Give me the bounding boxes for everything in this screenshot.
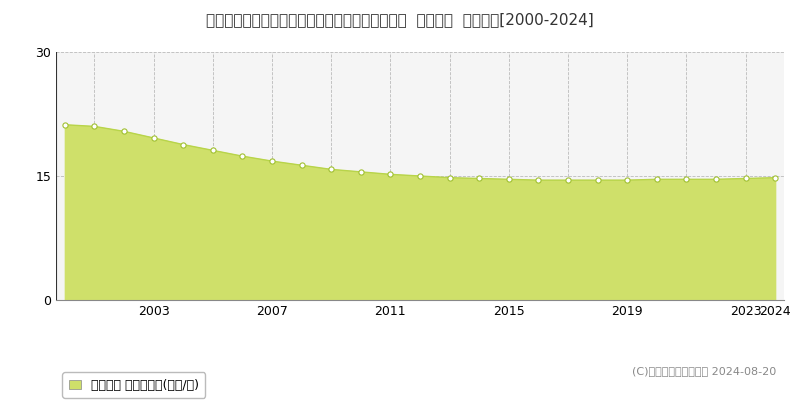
- Point: [680, 176, 693, 182]
- Point: [650, 176, 663, 182]
- Point: [206, 147, 219, 154]
- Text: 栃木県河内郡上三川町しらさぎ３丁目１３番３外  地価公示  地価推移[2000-2024]: 栃木県河内郡上三川町しらさぎ３丁目１３番３外 地価公示 地価推移[2000-20…: [206, 12, 594, 27]
- Point: [236, 153, 249, 159]
- Point: [443, 174, 456, 181]
- Point: [147, 135, 160, 141]
- Point: [562, 177, 574, 183]
- Point: [591, 177, 604, 183]
- Point: [739, 175, 752, 182]
- Point: [354, 169, 367, 175]
- Legend: 地価公示 平均坪単価(万円/坪): 地価公示 平均坪単価(万円/坪): [62, 372, 206, 398]
- Point: [266, 158, 278, 164]
- Point: [532, 177, 545, 183]
- Point: [710, 176, 722, 182]
- Point: [414, 173, 426, 179]
- Point: [325, 166, 338, 172]
- Point: [473, 175, 486, 182]
- Point: [621, 177, 634, 183]
- Point: [384, 171, 397, 178]
- Point: [177, 141, 190, 148]
- Point: [769, 174, 782, 181]
- Point: [295, 162, 308, 168]
- Point: [118, 128, 130, 134]
- Point: [88, 123, 101, 130]
- Text: (C)土地価格ドットコム 2024-08-20: (C)土地価格ドットコム 2024-08-20: [632, 366, 776, 376]
- Point: [58, 122, 71, 128]
- Point: [502, 176, 515, 182]
